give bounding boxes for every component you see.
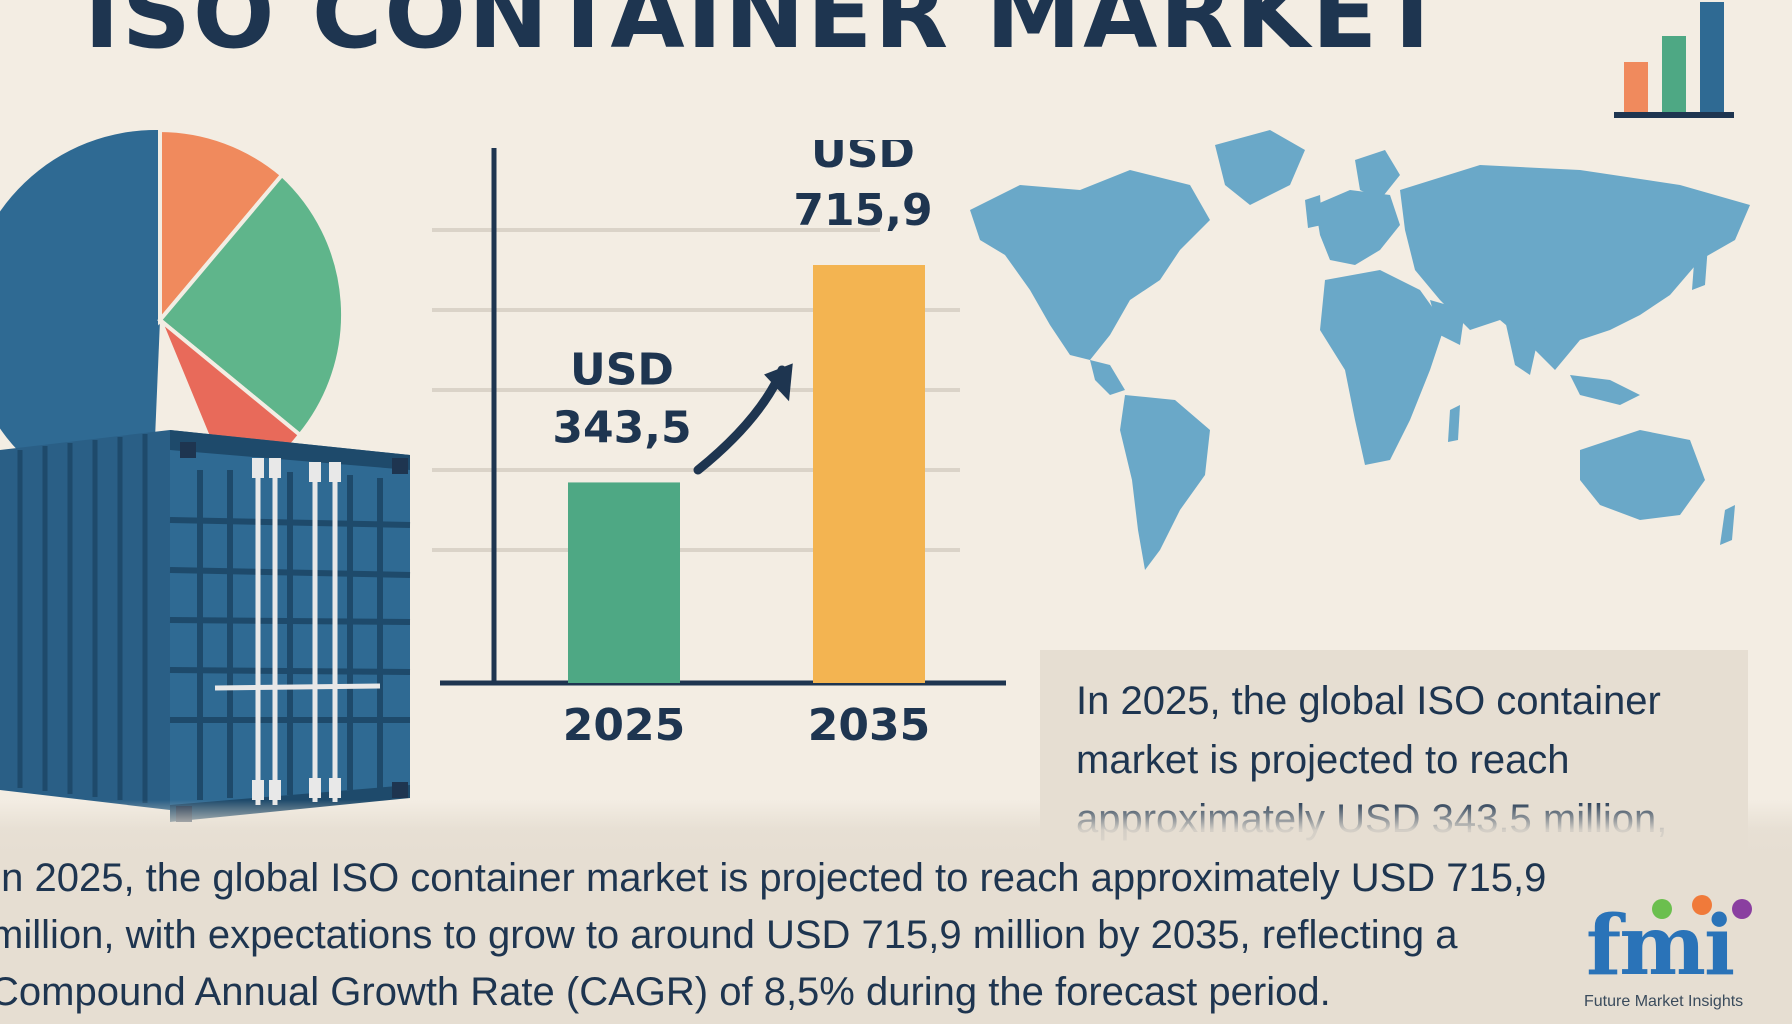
data-label: 343,5 [552,402,691,453]
page-title: ISO CONTAINER MARKET [84,0,1447,70]
bar-chart: 2025 USD 343,5 2035 USD 715,9 [432,140,1006,751]
data-label: USD [570,344,674,395]
logo-dot-orange [1692,895,1712,915]
data-label: 715,9 [793,185,932,236]
x-tick-label: 2035 [808,700,930,751]
fmi-logo: fmi Future Market Insights [1580,895,1780,1020]
logo-dot-green [1652,899,1672,919]
up-arrow-icon [693,365,787,475]
pie-slice-left [0,130,160,320]
shipping-container-illustration [0,430,411,822]
summary-text: In 2025, the global ISO container market… [0,856,1547,1014]
data-label: USD [811,140,915,178]
pie-slice-orange [158,127,285,326]
world-map-illustration [970,130,1750,570]
bar-2025 [568,482,680,683]
bar-2035 [813,265,925,683]
pie-slice-green [157,172,346,438]
up-arrow-head [764,363,793,402]
pie-slice-red [158,318,303,460]
bottom-band [0,800,1792,1024]
x-tick-label: 2025 [563,700,685,751]
logo-subtitle: Future Market Insights [1584,993,1744,1010]
bar-chart-icon [1614,2,1734,118]
logo-dot-purple [1732,899,1752,919]
pie-chart-illustration [0,127,346,460]
